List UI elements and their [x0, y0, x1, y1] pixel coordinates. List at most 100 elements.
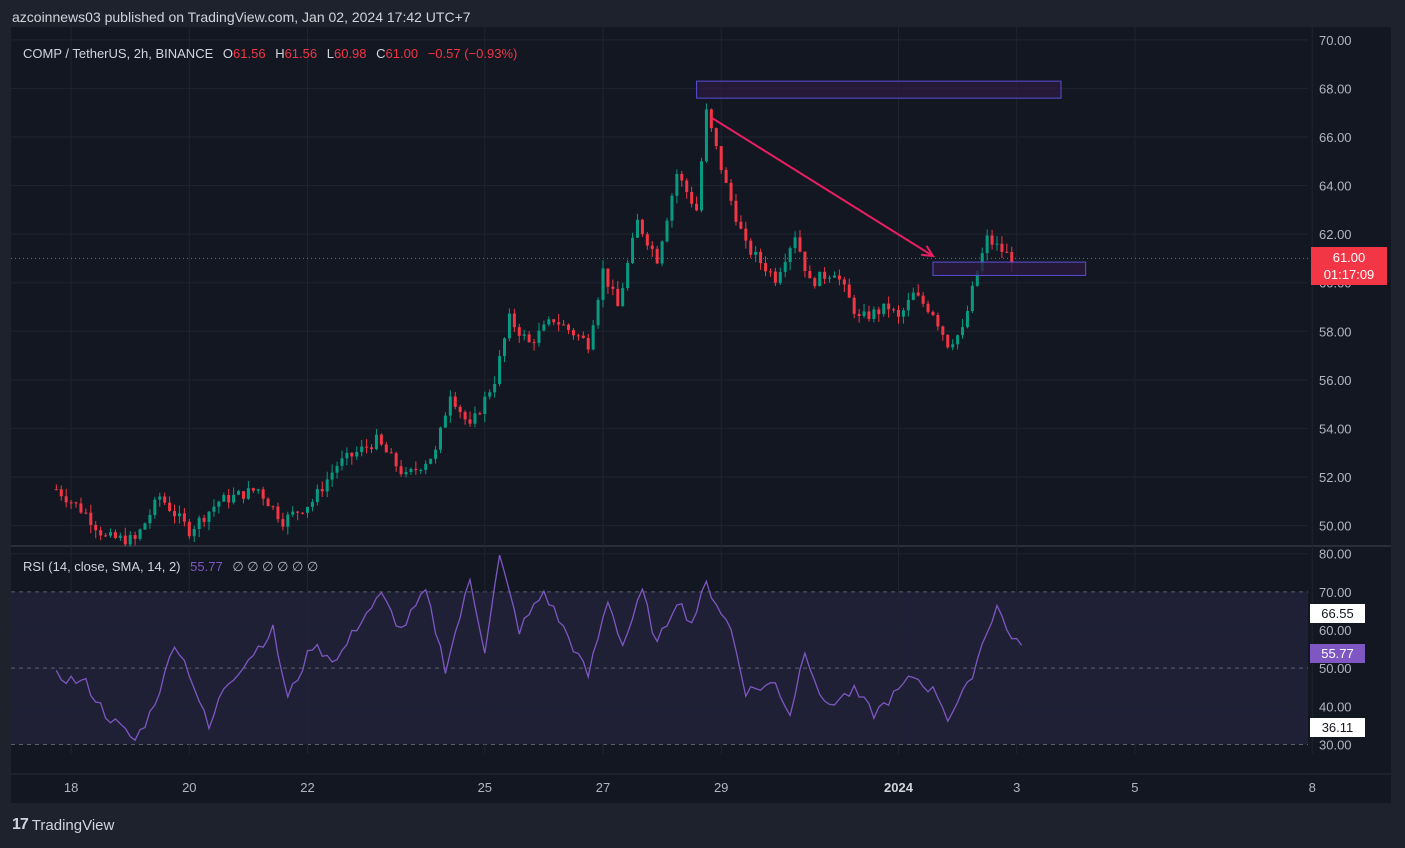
candle-down	[685, 180, 689, 193]
candle-down	[936, 314, 940, 327]
candle-up	[626, 262, 630, 289]
candle-down	[724, 169, 728, 183]
candle-down	[527, 334, 531, 343]
candle-down	[759, 251, 763, 264]
candle-down	[581, 335, 585, 339]
candle-up	[498, 356, 502, 384]
candle-down	[847, 284, 851, 298]
candle-up	[537, 330, 541, 343]
candle-down	[453, 396, 457, 407]
tradingview-logo[interactable]: 17 TradingView	[12, 816, 114, 834]
candle-up	[256, 489, 260, 491]
candle-up	[493, 383, 497, 393]
symbol-label[interactable]: COMP / TetherUS, 2h, BINANCE	[23, 46, 214, 61]
candle-down	[645, 234, 649, 246]
candle-up	[591, 325, 595, 350]
candle-up	[429, 458, 433, 464]
candle-down	[852, 297, 856, 314]
candle-down	[931, 311, 935, 315]
candle-down	[133, 535, 137, 539]
price-tick-label: 52.00	[1319, 470, 1352, 485]
candle-up	[237, 491, 241, 495]
last-price-tag: 61.00 01:17:09	[1311, 247, 1387, 285]
candle-down	[79, 503, 83, 513]
publisher-header: azcoinnews03 published on TradingView.co…	[12, 9, 471, 25]
candle-down	[744, 228, 748, 241]
candle-up	[128, 535, 132, 545]
candle-down	[877, 309, 881, 315]
price-tick-label: 70.00	[1319, 33, 1352, 48]
candle-down	[941, 326, 945, 335]
candle-down	[552, 319, 556, 323]
candle-down	[463, 412, 467, 420]
candle-down	[655, 248, 659, 264]
supply-zone-rect	[932, 261, 1087, 276]
candle-down	[384, 444, 388, 453]
candle-up	[670, 195, 674, 221]
last-price-value: 61.00	[1332, 250, 1366, 265]
candle-up	[621, 288, 625, 307]
candle-up	[970, 285, 974, 312]
price-tick-label: 54.00	[1319, 421, 1352, 436]
chart-frame[interactable]: 50.00 52.00 54.00 56.00 58.00 60.00 62.00 64.00…	[11, 27, 1391, 803]
candle-down	[227, 494, 231, 503]
chart-svg[interactable]: 50.00 52.00 54.00 56.00 58.00 60.00 62.00 64.00…	[11, 27, 1391, 803]
change-value: −0.57 (−0.93%)	[427, 46, 518, 61]
price-tick-label: 62.00	[1319, 227, 1352, 242]
candle-down	[104, 535, 108, 537]
rsi-label[interactable]: RSI (14, close, SMA, 14, 2)	[23, 559, 181, 574]
open-label: O	[222, 46, 234, 61]
candle-up	[409, 468, 413, 473]
candle-down	[946, 334, 950, 348]
candle-up	[872, 309, 876, 320]
candle-up	[754, 251, 758, 255]
candle-down	[1000, 243, 1004, 252]
low-value: 60.98	[333, 46, 367, 61]
rsi-na-values: ∅ ∅ ∅ ∅ ∅ ∅	[232, 559, 319, 574]
candle-up	[901, 310, 905, 317]
candle-down	[837, 275, 841, 280]
candle-up	[158, 496, 162, 500]
candle-down	[94, 524, 98, 531]
candle-up	[547, 319, 551, 325]
candle-up	[985, 235, 989, 254]
candle-down	[113, 532, 117, 538]
candle-down	[84, 512, 88, 514]
candle-down	[916, 292, 920, 296]
candle-up	[118, 535, 122, 538]
candle-down	[251, 488, 255, 491]
candle-up	[665, 220, 669, 242]
candle-down	[680, 173, 684, 181]
trend-arrow-line	[710, 116, 934, 257]
candle-down	[650, 245, 654, 249]
candle-down	[808, 270, 812, 279]
rsi-upper-tag: 66.55	[1310, 604, 1365, 623]
candle-up	[177, 513, 181, 517]
candle-up	[310, 502, 314, 507]
candle-down	[857, 313, 861, 317]
candle-down	[606, 268, 610, 287]
candle-up	[138, 529, 142, 539]
candle-down	[576, 335, 580, 337]
candle-down	[512, 313, 516, 328]
candle-down	[414, 468, 418, 470]
candle-down	[714, 128, 718, 147]
rsi-tick-label: 70.00	[1319, 585, 1352, 600]
candle-down	[389, 452, 393, 454]
candle-up	[325, 479, 329, 492]
candle-down	[557, 322, 561, 325]
candle-down	[734, 200, 738, 222]
candle-up	[438, 427, 442, 450]
supply-zone-rect	[696, 80, 1062, 99]
candle-down	[1010, 252, 1014, 264]
candle-up	[956, 335, 960, 345]
symbol-legend: COMP / TetherUS, 2h, BINANCE O61.56 H61.…	[23, 46, 517, 61]
candle-up	[212, 506, 216, 512]
candle-up	[975, 270, 979, 286]
candle-up	[995, 243, 999, 245]
candle-up	[503, 338, 506, 357]
candle-up	[660, 241, 664, 264]
candle-up	[951, 344, 955, 348]
candle-down	[867, 311, 871, 320]
tradingview-logo-mark: 17	[12, 816, 29, 833]
